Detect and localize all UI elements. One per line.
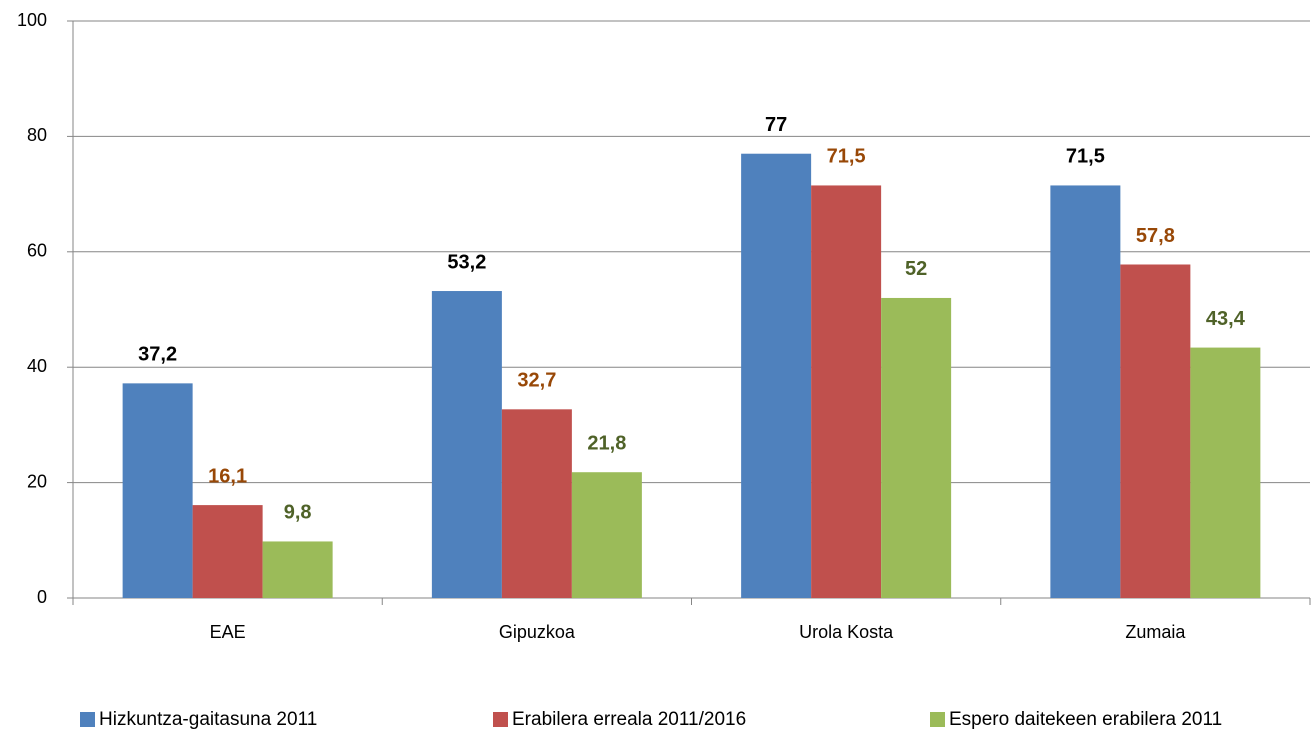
bar: [262, 541, 333, 598]
bar: [431, 291, 502, 598]
y-tick-label: 100: [17, 10, 47, 30]
x-tick-label: EAE: [210, 622, 246, 642]
bar: [192, 505, 263, 598]
legend-label: Hizkuntza-gaitasuna 2011: [99, 709, 317, 730]
y-tick-label: 20: [27, 471, 47, 491]
legend-label: Erabilera erreala 2011/2016: [512, 709, 746, 730]
y-tick-label: 80: [27, 125, 47, 145]
bar: [881, 297, 952, 598]
value-label: 43,4: [1206, 308, 1246, 330]
bar: [811, 185, 882, 598]
value-label: 32,7: [517, 370, 556, 392]
bar: [741, 153, 812, 598]
value-label: 77: [765, 114, 787, 136]
x-tick-label: Gipuzkoa: [499, 622, 576, 642]
value-label: 16,1: [208, 465, 247, 487]
legend-swatch: [930, 712, 945, 727]
bar: [571, 472, 642, 598]
bar: [122, 383, 193, 598]
x-tick-label: Urola Kosta: [799, 622, 894, 642]
legend-label: Espero daitekeen erabilera 2011: [949, 709, 1222, 730]
y-tick-label: 60: [27, 241, 47, 261]
value-label: 57,8: [1136, 225, 1175, 247]
bar: [1190, 347, 1261, 598]
bar: [501, 409, 572, 598]
value-label: 37,2: [138, 344, 177, 366]
value-label: 53,2: [447, 251, 486, 273]
y-tick-label: 40: [27, 356, 47, 376]
bar: [1120, 264, 1191, 598]
value-label: 52: [905, 258, 927, 280]
bar: [1050, 185, 1121, 598]
value-label: 71,5: [1066, 146, 1105, 168]
legend-swatch: [493, 712, 508, 727]
value-label: 21,8: [587, 432, 626, 454]
x-tick-label: Zumaia: [1125, 622, 1186, 642]
y-tick-label: 0: [37, 587, 47, 607]
value-label: 9,8: [284, 502, 312, 524]
legend-swatch: [80, 712, 95, 727]
value-label: 71,5: [827, 146, 866, 168]
